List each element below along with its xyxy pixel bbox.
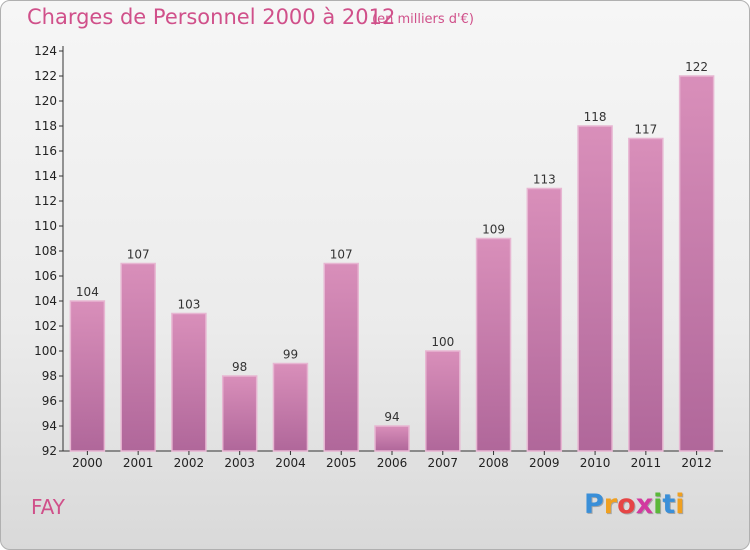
bar-value-label: 107 [330, 248, 353, 262]
bar [678, 75, 715, 452]
bar [577, 125, 613, 452]
x-tick-label: 2006 [377, 456, 408, 470]
y-tick-label: 94 [42, 419, 57, 433]
bar-value-label: 113 [533, 173, 556, 187]
logo-letter: r [603, 489, 618, 520]
x-tick-label: 2007 [427, 456, 458, 470]
y-tick-label: 112 [34, 194, 57, 208]
x-tick-label: 2010 [580, 456, 611, 470]
bar-value-label: 107 [127, 248, 150, 262]
bar-value-label: 98 [232, 360, 247, 374]
x-tick-label: 2004 [275, 456, 306, 470]
x-tick-label: 2001 [123, 456, 154, 470]
chart-subtitle: (en milliers d'€) [372, 12, 474, 27]
logo-letter: o [617, 489, 636, 520]
logo-letter: i [653, 489, 663, 520]
bar-value-label: 99 [283, 348, 298, 362]
bar [374, 425, 410, 452]
y-tick-label: 114 [34, 169, 57, 183]
chart-title: Charges de Personnel 2000 à 2012 [27, 5, 396, 29]
x-tick-label: 2003 [224, 456, 255, 470]
bar [475, 237, 512, 452]
y-tick-label: 108 [34, 244, 57, 258]
bar [120, 262, 156, 452]
logo-letter: t [662, 489, 676, 520]
bar-value-label: 103 [177, 298, 200, 312]
bar [425, 350, 461, 452]
y-tick-label: 92 [42, 444, 57, 458]
logo-letter: x [635, 489, 654, 520]
y-tick-label: 100 [34, 344, 57, 358]
commune-name: FAY [31, 495, 66, 519]
bar-value-label: 117 [634, 123, 657, 137]
x-tick-label: 2000 [72, 456, 103, 470]
y-tick-label: 98 [42, 369, 57, 383]
x-tick-label: 2012 [681, 456, 712, 470]
bar-value-label: 109 [482, 223, 505, 237]
y-tick-label: 106 [34, 269, 57, 283]
bar [221, 375, 258, 452]
x-tick-label: 2005 [326, 456, 357, 470]
bar-value-label: 118 [584, 110, 607, 124]
y-tick-label: 120 [34, 94, 57, 108]
y-tick-label: 102 [34, 319, 57, 333]
bar-value-label: 104 [76, 285, 99, 299]
bar [323, 262, 359, 452]
y-tick-label: 96 [42, 394, 57, 408]
proxiti-logo: Proxiti [584, 489, 685, 520]
x-tick-label: 2009 [529, 456, 560, 470]
logo-letter: P [584, 489, 604, 520]
y-tick-label: 104 [34, 294, 57, 308]
bar-value-label: 94 [384, 410, 399, 424]
bar [272, 362, 309, 452]
x-tick-label: 2002 [174, 456, 205, 470]
y-tick-label: 116 [34, 144, 57, 158]
y-tick-label: 110 [34, 219, 57, 233]
x-tick-label: 2008 [478, 456, 509, 470]
y-tick-label: 124 [34, 44, 57, 58]
bar [69, 300, 106, 452]
bar [171, 312, 207, 452]
bar-value-label: 100 [431, 335, 454, 349]
y-tick-label: 122 [34, 69, 57, 83]
bar [628, 137, 664, 452]
y-tick-label: 118 [34, 119, 57, 133]
bar-value-label: 122 [685, 60, 708, 74]
logo-letter: i [675, 489, 685, 520]
x-tick-label: 2011 [631, 456, 662, 470]
bar [526, 187, 563, 452]
